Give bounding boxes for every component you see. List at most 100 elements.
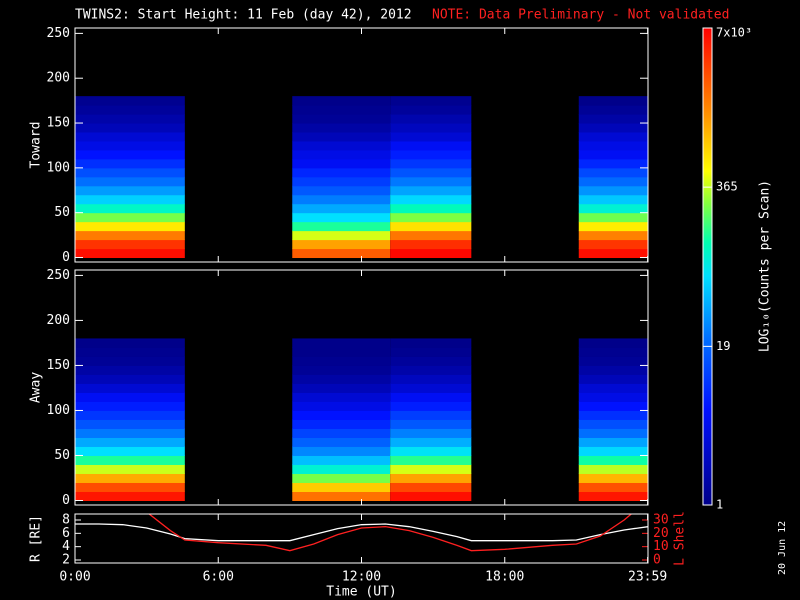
heat-cell	[390, 194, 472, 205]
x-tick-label: 18:00	[485, 570, 524, 585]
heat-cell	[578, 176, 648, 187]
heat-cell	[292, 446, 391, 456]
heat-cell	[578, 114, 648, 124]
heat-cell	[292, 365, 391, 375]
y-tick-label: 2	[62, 553, 70, 568]
y-tick-label: 4	[62, 539, 70, 554]
heat-cell	[390, 437, 472, 447]
heat-cell	[75, 167, 185, 178]
y-tick-label: 0	[62, 493, 70, 508]
heat-cell	[75, 212, 185, 223]
heat-cell	[292, 419, 391, 429]
heat-cell	[390, 428, 472, 438]
y-tick-label: 200	[47, 313, 70, 328]
heat-cell	[578, 356, 648, 366]
heat-cell	[390, 230, 472, 241]
heat-cell	[578, 230, 648, 241]
heat-cell	[578, 203, 648, 214]
y-tick-label: 250	[47, 268, 70, 283]
heat-cell	[578, 428, 648, 438]
y2-tick-label: 10	[653, 539, 669, 554]
heat-cell	[578, 194, 648, 205]
heat-cell	[292, 114, 391, 124]
heat-cell	[75, 230, 185, 241]
heat-cell	[390, 132, 472, 142]
heat-cell	[390, 221, 472, 232]
heat-cell	[75, 365, 185, 375]
heat-cell	[578, 491, 648, 501]
heat-cell	[292, 149, 391, 160]
y-tick-label: 100	[47, 160, 70, 175]
line	[148, 514, 633, 552]
heat-cell	[75, 194, 185, 205]
heat-cell	[578, 410, 648, 420]
heat-cell	[390, 96, 472, 106]
heat-cell	[390, 338, 472, 348]
heat-cell	[292, 401, 391, 411]
x-tick-label: 23:59	[628, 570, 667, 585]
heat-cell	[390, 167, 472, 178]
heat-cell	[75, 374, 185, 384]
heat-cell	[390, 356, 472, 366]
heat-cell	[578, 383, 648, 393]
heat-cell	[75, 123, 185, 133]
x-axis-label: Time (UT)	[326, 585, 396, 600]
y2-tick-label: 20	[653, 526, 669, 541]
heat-cell	[292, 491, 391, 501]
heat-cell	[292, 212, 391, 223]
heat-cell	[75, 140, 185, 151]
y2-tick-label: 0	[653, 553, 661, 568]
heat-cell	[390, 482, 472, 492]
panel-frame	[74, 269, 649, 506]
heat-cell	[75, 446, 185, 456]
heat-cell	[75, 114, 185, 124]
heat-cell	[578, 167, 648, 178]
heat-cell	[578, 248, 648, 259]
heat-cell	[578, 338, 648, 348]
heat-cell	[578, 132, 648, 142]
heat-cell	[292, 347, 391, 357]
heat-cell	[578, 140, 648, 151]
heat-cell	[292, 455, 391, 465]
colorbar	[702, 27, 713, 506]
y-axis-label: Toward	[29, 122, 44, 169]
heat-cell	[75, 176, 185, 187]
heat-cell	[578, 455, 648, 465]
y2-axis-label: L Shell	[673, 511, 688, 566]
heat-cell	[578, 221, 648, 232]
heat-cell	[578, 105, 648, 115]
heat-cell	[578, 158, 648, 169]
heat-cell	[292, 428, 391, 438]
heat-cell	[292, 338, 391, 348]
heat-cell	[75, 132, 185, 142]
heat-cell	[390, 203, 472, 214]
heat-cell	[390, 392, 472, 402]
heat-cell	[75, 464, 185, 474]
panel-frame	[74, 27, 649, 263]
heat-cell	[390, 491, 472, 501]
y-tick-label: 6	[62, 526, 70, 541]
heat-cell	[578, 374, 648, 384]
heat-cell	[390, 374, 472, 384]
heat-cell	[390, 410, 472, 420]
heat-cell	[292, 482, 391, 492]
heat-cell	[578, 401, 648, 411]
heat-cell	[292, 374, 391, 384]
heat-cell	[75, 338, 185, 348]
heat-cell	[75, 149, 185, 160]
y-tick-label: 50	[54, 205, 70, 220]
heat-cell	[578, 365, 648, 375]
heat-cell	[578, 482, 648, 492]
heat-cell	[292, 356, 391, 366]
heat-cell	[75, 482, 185, 492]
heat-cell	[578, 212, 648, 223]
heat-cell	[390, 383, 472, 393]
y2-tick-label: 30	[653, 513, 669, 528]
heat-cell	[75, 203, 185, 214]
x-tick-label: 12:00	[342, 570, 381, 585]
heat-cell	[390, 212, 472, 223]
heat-cell	[390, 185, 472, 196]
heat-cell	[292, 239, 391, 250]
heat-cell	[75, 473, 185, 483]
